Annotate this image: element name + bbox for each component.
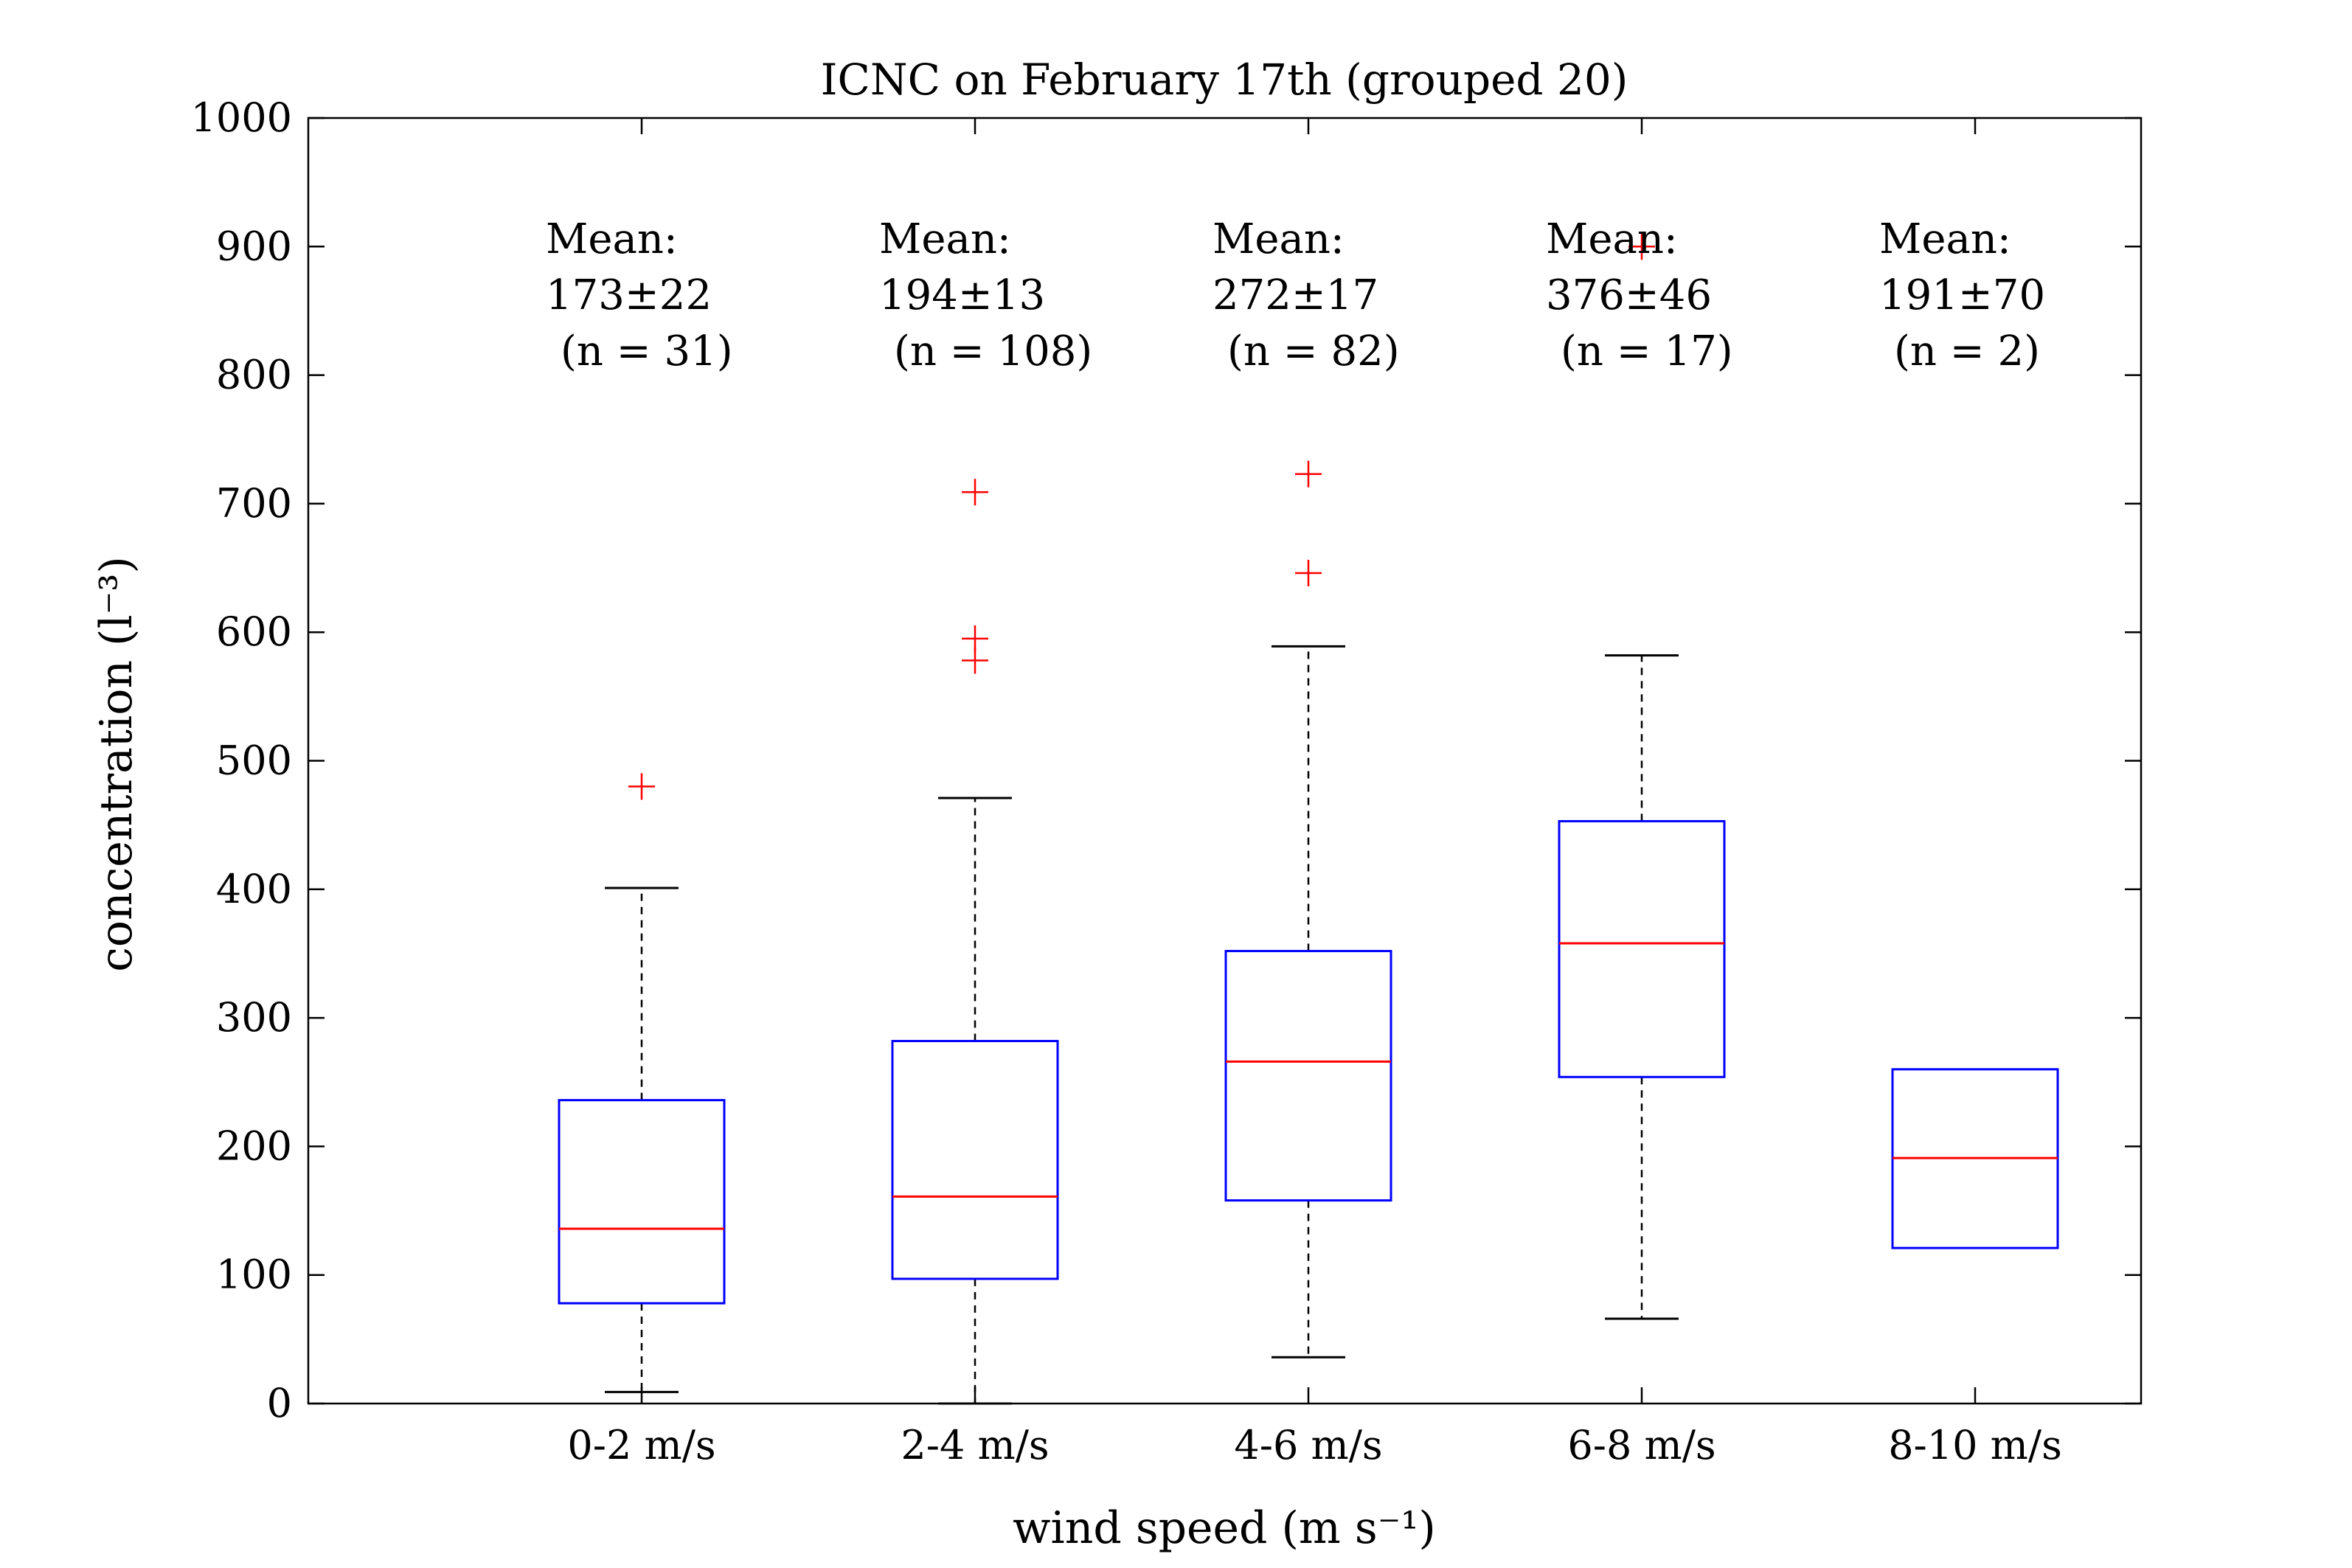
mean-value: 191±70	[1879, 271, 2045, 319]
outlier-marker	[1628, 233, 1655, 260]
outlier-marker	[1295, 460, 1322, 488]
sample-count: (n = 31)	[561, 327, 733, 375]
y-tick-label: 1000	[191, 94, 292, 141]
y-tick-label: 0	[267, 1380, 292, 1426]
y-tick-label: 400	[216, 866, 292, 912]
y-tick-label: 800	[216, 352, 292, 398]
box-5	[1891, 1068, 2059, 1249]
box-series	[558, 233, 2059, 1405]
box-3	[1224, 460, 1392, 1359]
x-tick-label: 2-4 m/s	[901, 1422, 1049, 1468]
iqr-box	[1224, 949, 1392, 1202]
y-tick-label: 200	[216, 1123, 292, 1169]
y-tick-label: 700	[216, 480, 292, 527]
mean-label: Mean:	[546, 215, 678, 263]
x-tick-label: 4-6 m/s	[1234, 1422, 1382, 1468]
x-tick-label: 8-10 m/s	[1888, 1422, 2062, 1468]
outlier-marker	[962, 625, 988, 652]
box-2	[891, 479, 1059, 1405]
mean-value: 173±22	[546, 271, 712, 319]
x-tick-label: 0-2 m/s	[567, 1422, 715, 1468]
y-tick-label: 100	[216, 1252, 292, 1298]
y-tick-label: 900	[216, 223, 292, 269]
iqr-box	[891, 1039, 1059, 1280]
y-axis: 0 100 200 300 400 500 600 700 800 900 1000	[191, 94, 2141, 1426]
mean-value: 272±17	[1213, 271, 1378, 319]
outlier-marker	[1295, 560, 1322, 587]
box-4	[1558, 233, 1726, 1320]
mean-label: Mean:	[879, 215, 1011, 263]
iqr-box	[558, 1099, 726, 1305]
outlier-marker	[628, 773, 655, 800]
sample-count: (n = 17)	[1561, 327, 1733, 375]
sample-count: (n = 108)	[894, 327, 1092, 375]
y-tick-label: 600	[216, 608, 292, 655]
iqr-box	[1558, 819, 1726, 1078]
y-tick-label: 300	[216, 994, 292, 1041]
mean-label: Mean:	[1213, 215, 1345, 263]
mean-value: 376±46	[1546, 271, 1712, 319]
sample-count: (n = 82)	[1227, 327, 1400, 375]
box-1	[558, 773, 726, 1393]
sample-count: (n = 2)	[1894, 327, 2040, 375]
outlier-marker	[962, 479, 988, 506]
x-axis: 0-2 m/s 2-4 m/s 4-6 m/s 6-8 m/s 8-10 m/s	[567, 118, 2062, 1468]
mean-label: Mean:	[1879, 215, 2011, 263]
y-axis-label: concentration (l⁻³)	[91, 556, 142, 972]
mean-annotations: Mean: 173±22 (n = 31) Mean: 194±13 (n = 108) M…	[546, 215, 2045, 375]
mean-label: Mean:	[1546, 215, 1678, 263]
x-tick-label: 6-8 m/s	[1567, 1422, 1716, 1468]
mean-value: 194±13	[879, 271, 1045, 319]
x-axis-label: wind speed (m s⁻¹)	[1013, 1502, 1436, 1554]
y-tick-label: 500	[216, 738, 292, 784]
chart-title: ICNC on February 17th (grouped 20)	[821, 55, 1628, 105]
